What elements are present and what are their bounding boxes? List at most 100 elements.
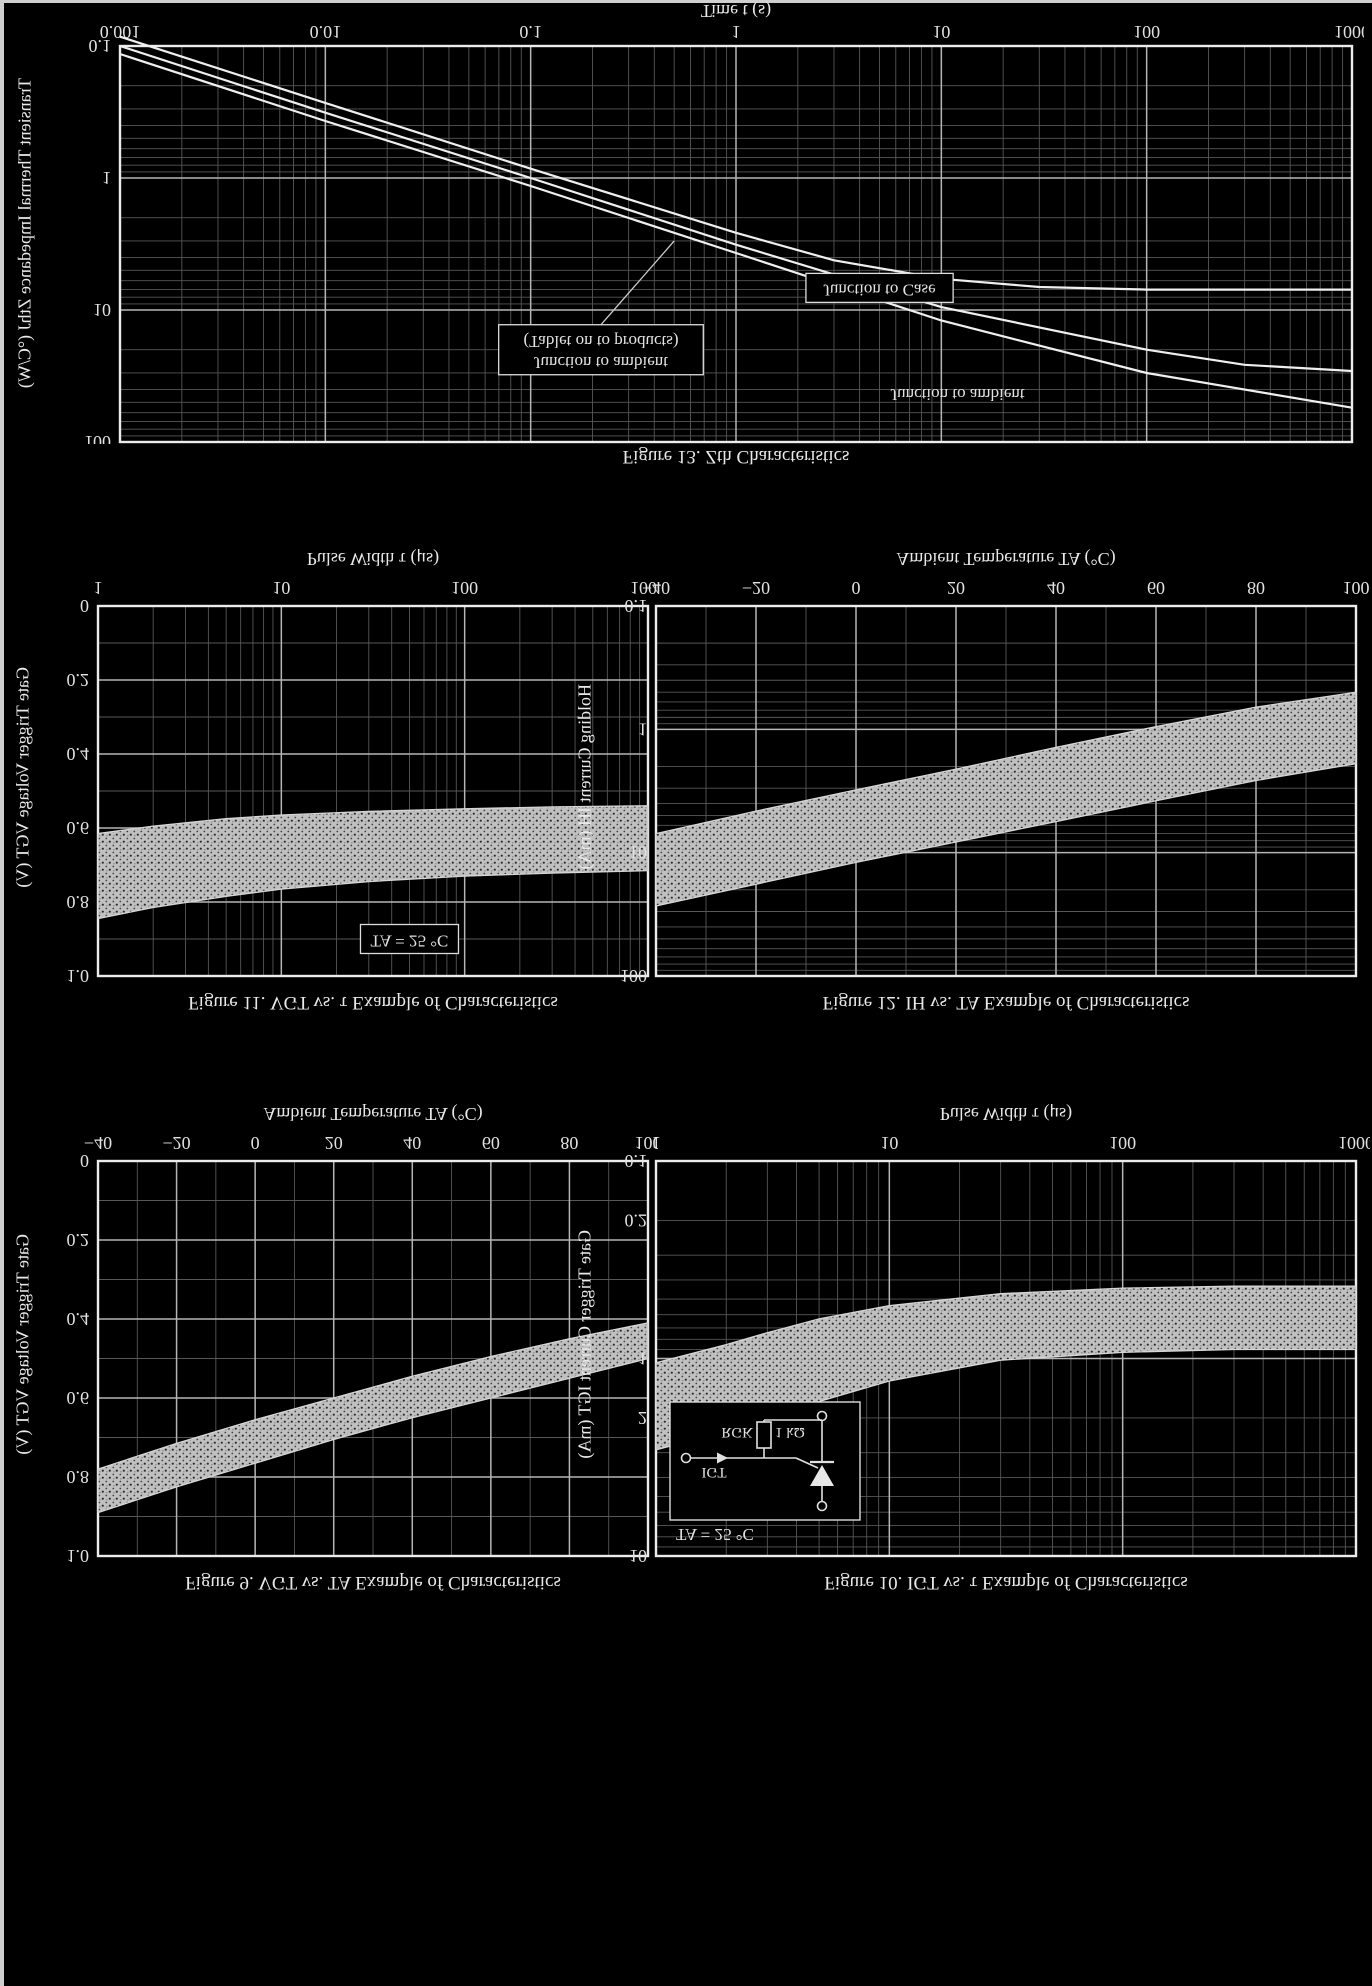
figure-9-y-axis-title: Gate Trigger Voltage VGT (V) (12, 1234, 33, 1455)
svg-text:60: 60 (1147, 578, 1165, 598)
svg-text:0.01: 0.01 (310, 22, 342, 42)
svg-text:Junction to ambient: Junction to ambient (534, 353, 668, 372)
figure-10: Figure 10. IGT vs. τ Example of Characte… (570, 1099, 1372, 1594)
svg-text:1: 1 (652, 1133, 661, 1153)
svg-text:1: 1 (732, 22, 741, 42)
svg-text:0.1: 0.1 (89, 36, 112, 56)
svg-text:10: 10 (629, 843, 647, 863)
svg-text:100: 100 (620, 966, 647, 984)
svg-text:0.2: 0.2 (625, 1210, 648, 1230)
svg-text:−20: −20 (162, 1133, 190, 1153)
figure-12-x-axis-title: Ambient Temperature TA (°C) (896, 549, 1116, 569)
svg-text:−40: −40 (642, 578, 670, 598)
svg-text:1 kΩ: 1 kΩ (775, 1424, 805, 1440)
svg-text:80: 80 (560, 1133, 578, 1153)
svg-text:10: 10 (880, 1133, 898, 1153)
svg-text:1.0: 1.0 (67, 1546, 90, 1564)
svg-text:0.1: 0.1 (625, 1151, 648, 1171)
svg-text:100: 100 (635, 1133, 659, 1153)
svg-text:10: 10 (272, 578, 290, 598)
fig12-svg: −40 −20 0 20 40 60 80 100 0.1 1 10 100 (620, 578, 1370, 986)
svg-text:1: 1 (102, 168, 111, 188)
svg-text:0: 0 (251, 1133, 260, 1153)
figure-12-plot: −40 −20 0 20 40 60 80 100 0.1 1 10 100 (600, 565, 1370, 986)
svg-text:Junction to Case: Junction to Case (823, 280, 935, 299)
fig11-band (97, 805, 649, 920)
figure-10-x-axis-title: Pulse Width τ (μs) (939, 1104, 1073, 1124)
figure-11-x-axis-title: Pulse Width τ (μs) (306, 549, 440, 569)
svg-text:0: 0 (80, 1151, 89, 1171)
svg-text:100: 100 (1343, 578, 1370, 598)
scan-edge-left (0, 0, 4, 1986)
svg-text:−40: −40 (84, 1133, 112, 1153)
figure-9-caption: Figure 9. VGT vs. TA Example of Characte… (185, 1572, 561, 1593)
figure-9-plot: −40 −20 0 20 40 60 80 100 0 0.2 0.4 0.6 0.8 1.0 (38, 1120, 662, 1566)
figure-10-y-axis-title: Gate Trigger Current IGT (mA) (574, 1230, 595, 1459)
figure-10-caption: Figure 10. IGT vs. τ Example of Characte… (824, 1572, 1188, 1593)
svg-text:0: 0 (80, 596, 89, 616)
fig13-series-0 (119, 35, 1352, 291)
svg-text:0.001: 0.001 (100, 22, 141, 42)
figure-12-caption: Figure 12. IH vs. TA Example of Characte… (822, 992, 1190, 1013)
svg-text:IGT: IGT (702, 1464, 727, 1480)
svg-text:0.4: 0.4 (67, 1309, 90, 1329)
svg-text:10: 10 (93, 300, 111, 320)
fig9-svg: −40 −20 0 20 40 60 80 100 0 0.2 0.4 0.6 0.8 1.0 (67, 1133, 662, 1566)
svg-text:TA = 25 °C: TA = 25 °C (371, 932, 449, 951)
svg-text:10: 10 (932, 22, 950, 42)
svg-text:0.2: 0.2 (67, 1230, 90, 1250)
svg-text:0: 0 (852, 578, 861, 598)
fig12-band (655, 691, 1357, 907)
figure-12: Figure 12. IH vs. TA Example of Characte… (570, 544, 1370, 1014)
svg-text:1: 1 (638, 719, 647, 739)
svg-text:2: 2 (638, 1408, 647, 1428)
svg-text:TA = 25 °C: TA = 25 °C (676, 1525, 754, 1544)
svg-text:Junction to ambient: Junction to ambient (891, 385, 1025, 404)
svg-text:40: 40 (403, 1133, 421, 1153)
svg-text:(Tablet on to products): (Tablet on to products) (523, 332, 678, 351)
svg-text:80: 80 (1247, 578, 1265, 598)
svg-text:0.6: 0.6 (67, 818, 90, 838)
svg-text:RGK: RGK (721, 1424, 753, 1440)
figure-13-caption: Figure 13. Zth Characteristics (622, 446, 850, 467)
figure-12-y-axis-title: Holding Current IH (mA) (574, 684, 595, 870)
svg-text:0.8: 0.8 (67, 1467, 90, 1487)
figure-13-x-axis-title: Time t (s) (700, 1, 772, 21)
svg-text:60: 60 (482, 1133, 500, 1153)
svg-text:0.1: 0.1 (519, 22, 542, 42)
svg-text:40: 40 (1047, 578, 1065, 598)
figure-11-y-axis-title: Gate Trigger Voltage VGT (V) (12, 666, 33, 888)
svg-text:0.8: 0.8 (67, 892, 90, 912)
svg-text:−20: −20 (742, 578, 770, 598)
svg-text:0.6: 0.6 (67, 1388, 90, 1408)
figure-13: Figure 13. Zth Characteristics Transient… (8, 0, 1371, 468)
svg-text:1.0: 1.0 (67, 966, 90, 984)
svg-text:20: 20 (947, 578, 965, 598)
svg-text:0.1: 0.1 (625, 596, 648, 616)
svg-text:0.4: 0.4 (67, 744, 90, 764)
figure-9-x-axis-title: Ambient Temperature TA (°C) (263, 1104, 483, 1124)
fig13-series-2 (119, 52, 1353, 409)
svg-text:0.2: 0.2 (67, 670, 90, 690)
figure-11-caption: Figure 11. VGT vs. τ Example of Characte… (188, 992, 558, 1013)
svg-text:1: 1 (94, 578, 103, 598)
svg-text:1: 1 (638, 1349, 647, 1369)
gate-circuit-icon: TA = 25 °C IGT RGK 1 kΩ (669, 1401, 861, 1544)
svg-text:20: 20 (325, 1133, 343, 1153)
figure-11: Figure 11. VGT vs. τ Example of Characte… (8, 544, 667, 1014)
svg-text:100: 100 (451, 578, 478, 598)
fig9-band (97, 1322, 649, 1514)
svg-text:100: 100 (84, 432, 111, 444)
svg-text:10: 10 (629, 1546, 647, 1564)
figure-13-y-axis-title: Transient Thermal Impedance ZthJ (°C/W) (14, 77, 35, 389)
svg-text:100: 100 (1109, 1133, 1136, 1153)
